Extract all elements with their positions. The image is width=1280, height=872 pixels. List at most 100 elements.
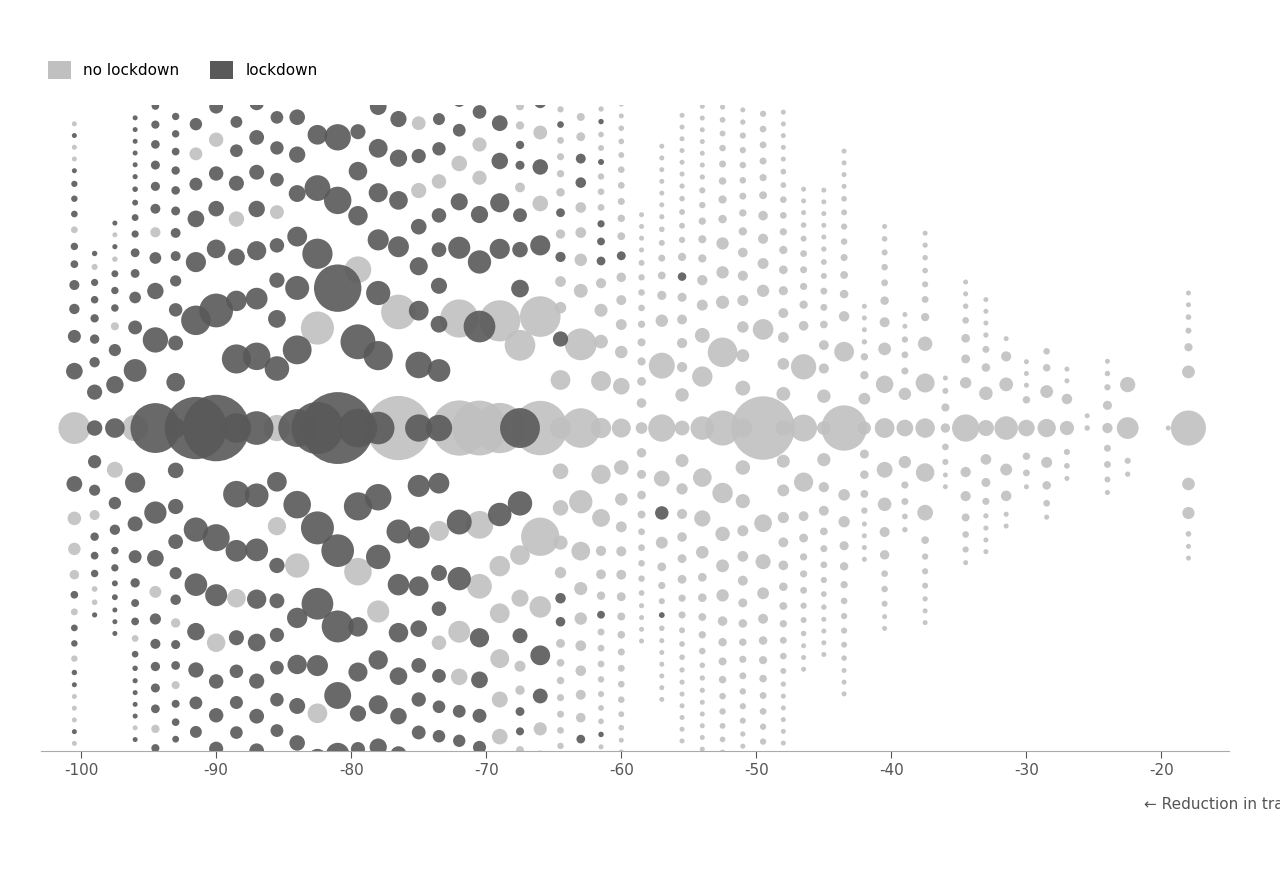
Point [591,589,612,603]
Point [470,518,490,532]
Point [794,613,814,627]
Legend: no lockdown, lockdown: no lockdown, lockdown [49,60,317,79]
Point [367,817,388,831]
Point [773,736,794,750]
Point [84,355,105,369]
Point [591,66,612,80]
Point [692,707,713,721]
Point [165,778,186,792]
Point [530,828,550,842]
Point [367,61,388,75]
Point [530,421,550,435]
Point [713,689,733,703]
Point [874,378,895,392]
Point [571,785,591,799]
Point [895,387,915,401]
Point [975,316,996,330]
Point [550,501,571,514]
Point [367,853,388,867]
Point [1178,286,1198,300]
Point [773,535,794,549]
Point [247,166,268,180]
Point [591,727,612,741]
Point [833,167,854,181]
Point [591,799,612,813]
Point [550,850,571,864]
Point [550,862,571,872]
Point [186,837,206,851]
Point [854,447,874,461]
Point [854,299,874,313]
Point [631,467,652,481]
Point [165,715,186,729]
Point [449,734,470,748]
Point [449,791,470,805]
Point [125,709,146,723]
Point [652,236,672,250]
Point [732,246,753,260]
Point [571,226,591,240]
Point [550,656,571,670]
Point [429,700,449,714]
Point [408,358,429,372]
Point [125,674,146,688]
Point [854,467,874,481]
Point [833,421,854,435]
Point [530,160,550,174]
Point [672,623,692,637]
Point [429,476,449,490]
Point [713,193,733,207]
Point [672,167,692,181]
Point [1178,477,1198,491]
Point [530,748,550,762]
Point [105,421,125,435]
Point [165,658,186,672]
Point [794,319,814,333]
Point [814,524,835,538]
Point [165,110,186,124]
Point [753,107,773,121]
Point [611,678,631,691]
Point [206,531,227,545]
Point [266,724,287,738]
Point [591,787,612,800]
Point [732,143,753,157]
Point [814,573,835,587]
Point [854,392,874,405]
Point [591,127,612,141]
Point [509,46,530,60]
Point [895,348,915,362]
Point [307,181,328,195]
Point [367,99,388,113]
Point [367,286,388,300]
Point [631,623,652,637]
Point [975,494,996,508]
Point [328,194,348,208]
Point [1016,366,1037,380]
Point [328,747,348,761]
Point [165,375,186,389]
Point [227,87,247,101]
Point [247,244,268,258]
Point [692,471,713,485]
Point [509,779,530,793]
Point [287,281,307,295]
Point [874,525,895,539]
Point [773,712,794,726]
Point [652,289,672,303]
Point [307,751,328,765]
Point [429,421,449,435]
Point [125,290,146,304]
Point [833,539,854,553]
Point [833,310,854,324]
Point [692,671,713,685]
Point [652,210,672,224]
Point [429,364,449,378]
Point [814,558,835,572]
Point [732,699,753,713]
Point [672,734,692,748]
Point [753,787,773,800]
Point [509,30,530,44]
Point [429,11,449,25]
Point [854,528,874,542]
